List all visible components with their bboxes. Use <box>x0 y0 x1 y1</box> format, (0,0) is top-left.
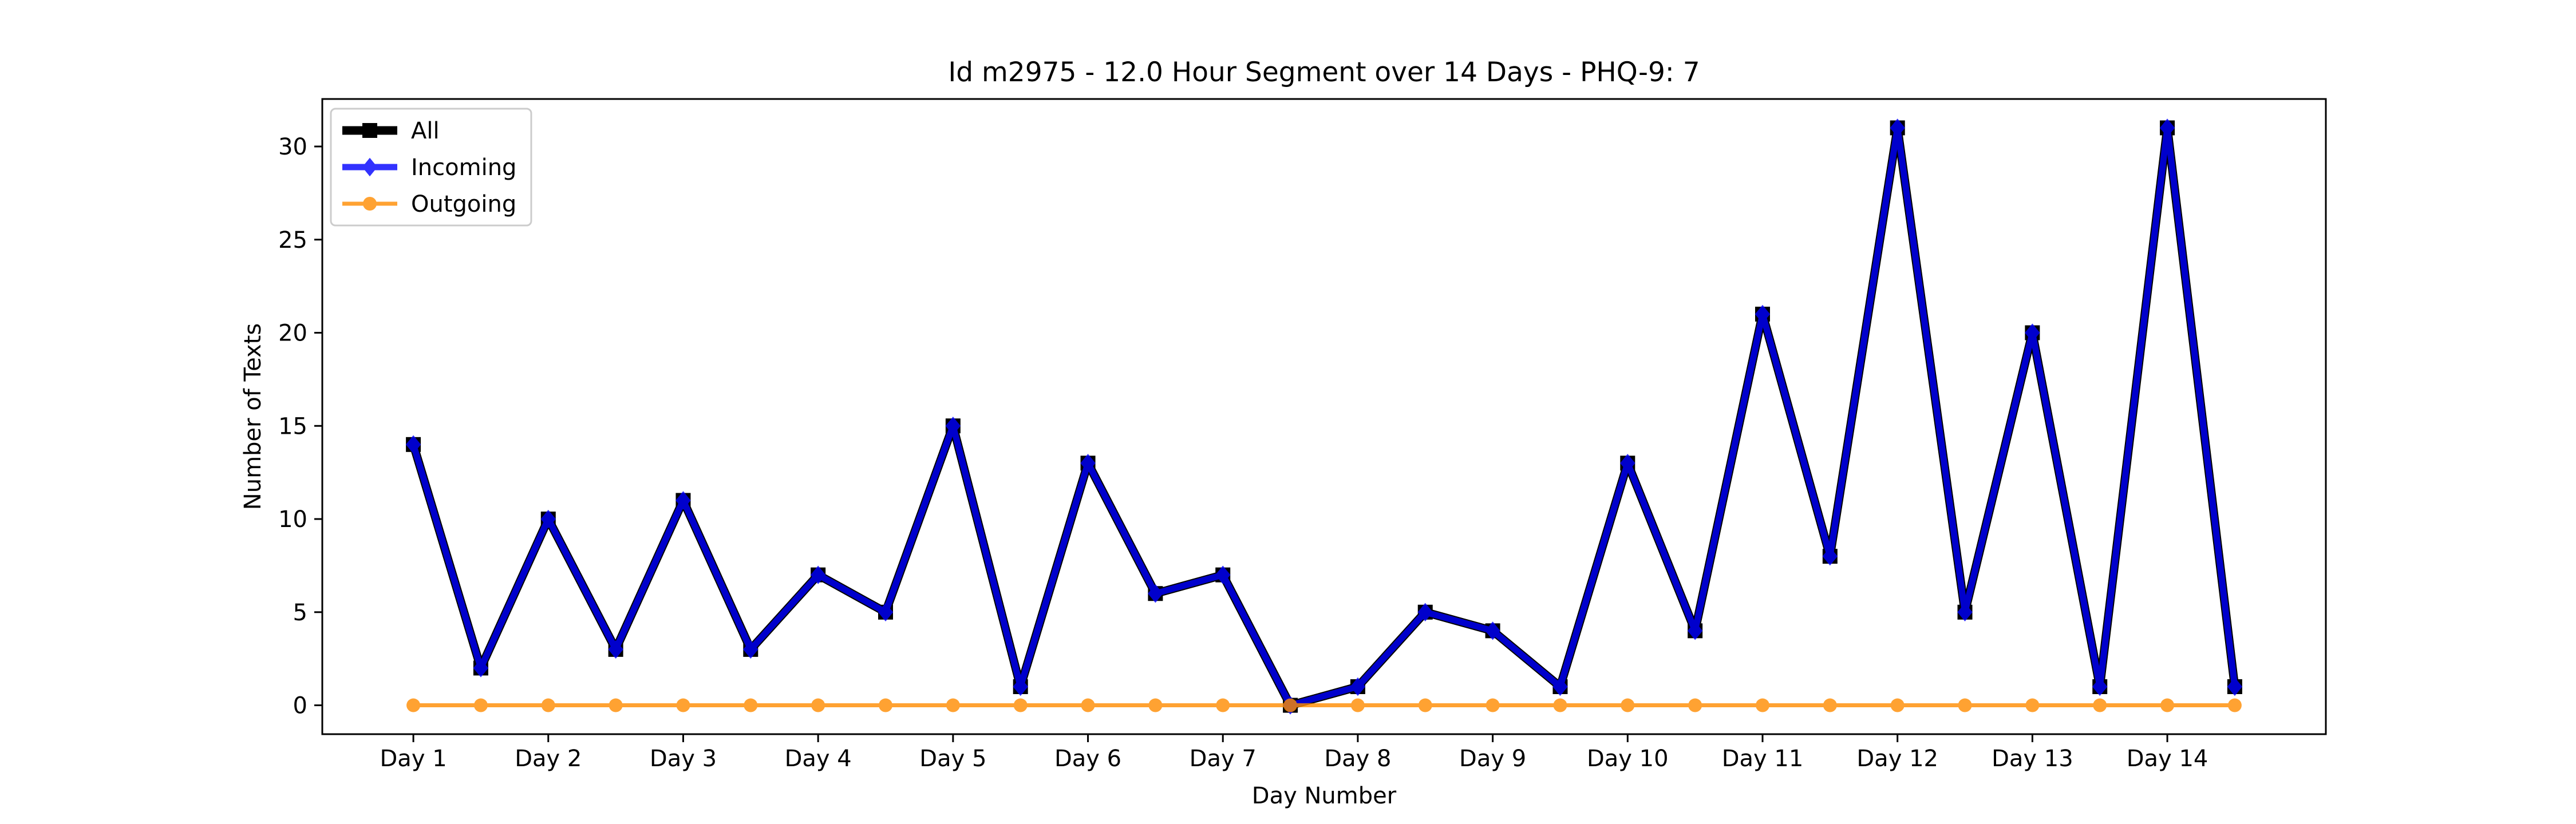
data-point-incoming <box>1148 584 1163 603</box>
y-tick-label: 0 <box>293 693 307 719</box>
data-point-incoming <box>1620 454 1635 473</box>
x-tick-label: Day 6 <box>1054 746 1121 772</box>
data-point-outgoing <box>1890 698 1905 712</box>
data-point-incoming <box>878 603 894 621</box>
y-tick-label: 15 <box>278 413 307 439</box>
data-point-outgoing <box>879 698 893 712</box>
data-point-incoming <box>675 491 691 510</box>
legend-entry-outgoing <box>342 197 397 211</box>
y-axis: 0 5 10 15 20 25 30 <box>278 134 322 719</box>
data-point-incoming <box>1215 565 1231 584</box>
data-point-outgoing <box>1688 698 1702 712</box>
legend-marker-all <box>362 123 377 138</box>
y-tick-label: 25 <box>278 227 307 253</box>
legend-marker-outgoing <box>363 197 377 211</box>
data-point-incoming <box>2025 323 2040 342</box>
data-point-outgoing <box>2025 698 2040 712</box>
data-point-outgoing <box>1081 698 1095 712</box>
data-point-incoming <box>945 417 961 435</box>
data-point-outgoing <box>1485 698 1500 712</box>
data-point-outgoing <box>406 698 421 712</box>
x-tick-label: Day 8 <box>1324 746 1391 772</box>
legend-entry-incoming <box>342 157 397 177</box>
y-tick-label: 30 <box>278 134 307 160</box>
series-outgoing <box>406 698 2242 712</box>
legend-label-all: All <box>411 118 440 144</box>
data-point-incoming <box>473 659 489 678</box>
series-layer <box>405 118 2243 715</box>
data-point-outgoing <box>811 698 825 712</box>
x-tick-label: Day 10 <box>1587 746 1669 772</box>
data-point-incoming <box>1417 603 1433 621</box>
data-point-incoming <box>2159 118 2175 137</box>
series-line-incoming <box>410 124 2238 709</box>
legend-label-outgoing: Outgoing <box>411 191 516 217</box>
x-tick-label: Day 9 <box>1459 746 1526 772</box>
data-point-outgoing <box>1418 698 1432 712</box>
x-tick-label: Day 12 <box>1856 746 1938 772</box>
data-point-outgoing <box>2160 698 2175 712</box>
y-axis-label: Number of Texts <box>240 323 266 510</box>
x-tick-label: Day 7 <box>1190 746 1257 772</box>
x-tick-label: Day 14 <box>2127 746 2208 772</box>
legend-entry-all <box>342 123 397 138</box>
data-point-incoming <box>1485 621 1500 640</box>
data-point-outgoing <box>676 698 690 712</box>
data-point-incoming <box>1890 118 1905 137</box>
x-tick-label: Day 5 <box>919 746 986 772</box>
plot-frame <box>321 98 2327 735</box>
data-point-outgoing <box>2093 698 2107 712</box>
data-point-incoming <box>540 509 556 529</box>
x-axis: Day 1 Day 2 Day 3 Day 4 Day 5 Day 6 Day 7 Day 8… <box>380 734 2208 772</box>
data-point-incoming <box>1957 603 1973 621</box>
data-point-outgoing <box>946 698 960 712</box>
y-tick-label: 20 <box>278 320 307 347</box>
data-point-outgoing <box>2227 698 2242 712</box>
data-point-outgoing <box>1823 698 1837 712</box>
x-tick-label: Day 11 <box>1722 746 1804 772</box>
data-point-outgoing <box>1283 698 1298 712</box>
data-point-outgoing <box>1013 698 1028 712</box>
data-point-incoming <box>405 435 421 454</box>
legend-box <box>330 108 532 227</box>
data-point-outgoing <box>1755 698 1769 712</box>
y-tick-label: 5 <box>293 600 307 626</box>
data-point-incoming <box>1350 677 1366 696</box>
data-point-incoming <box>2092 677 2108 696</box>
legend: All Incoming Outgoing <box>330 108 532 227</box>
plot-area <box>321 98 2327 735</box>
x-tick-label: Day 4 <box>785 746 852 772</box>
data-point-outgoing <box>1350 698 1365 712</box>
data-point-outgoing <box>609 698 623 712</box>
data-point-outgoing <box>1148 698 1163 712</box>
data-point-outgoing <box>1553 698 1567 712</box>
data-point-incoming <box>1822 546 1838 566</box>
data-point-outgoing <box>1216 698 1230 712</box>
x-tick-label: Day 1 <box>380 746 447 772</box>
data-point-outgoing <box>744 698 758 712</box>
data-point-incoming <box>1080 454 1096 473</box>
y-tick-label: 10 <box>278 506 307 533</box>
chart-title: Id m2975 - 12.0 Hour Segment over 14 Day… <box>948 57 1700 88</box>
data-point-incoming <box>2227 677 2243 696</box>
x-axis-label: Day Number <box>1252 783 1397 809</box>
data-point-incoming <box>1687 621 1703 640</box>
data-point-outgoing <box>1958 698 1972 712</box>
series-incoming <box>405 118 2243 715</box>
legend-label-incoming: Incoming <box>411 154 516 181</box>
x-tick-label: Day 2 <box>515 746 582 772</box>
data-point-outgoing <box>541 698 555 712</box>
data-point-outgoing <box>1621 698 1635 712</box>
data-point-outgoing <box>473 698 488 712</box>
x-tick-label: Day 13 <box>1992 746 2073 772</box>
data-point-incoming <box>1755 304 1771 324</box>
data-point-incoming <box>608 640 623 659</box>
data-point-incoming <box>743 640 758 659</box>
data-point-incoming <box>810 565 826 584</box>
legend-marker-incoming <box>362 157 378 177</box>
x-tick-label: Day 3 <box>650 746 717 772</box>
data-point-incoming <box>1013 677 1028 696</box>
data-point-incoming <box>1552 677 1568 696</box>
